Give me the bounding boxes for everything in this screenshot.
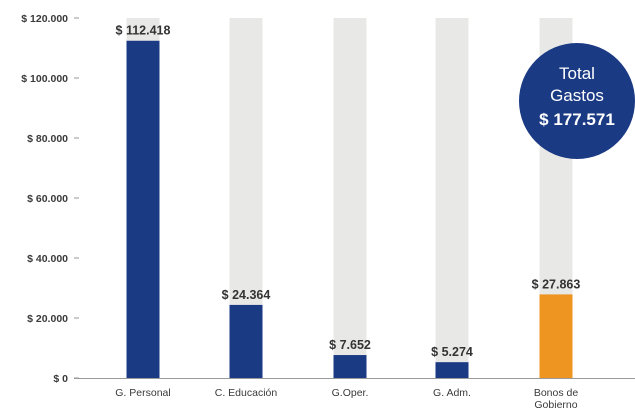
bar	[229, 304, 263, 378]
data-labels: $ 112.418 $ 24.364 $ 7.652 $ 5.274 $ 27.863	[116, 24, 581, 359]
bars	[126, 40, 573, 378]
y-tick-label: $ 80.000	[27, 133, 68, 145]
bar	[333, 355, 367, 378]
x-category-label: G. Personal	[115, 387, 170, 399]
bar	[126, 40, 160, 378]
bar-value-label: $ 24.364	[222, 288, 271, 302]
x-axis: G. Personal C. Educación G.Oper. G. Adm. Bon…	[74, 378, 635, 411]
y-axis: $ 0 $ 20.000 $ 40.000 $ 60.000 $ 80.000 $ 100…	[21, 13, 79, 385]
y-tick-label: $ 120.000	[21, 13, 68, 25]
total-badge-value: $ 177.571	[539, 110, 615, 129]
x-category-label: G.Oper.	[332, 387, 369, 399]
bar	[435, 362, 469, 378]
background-columns	[126, 18, 573, 378]
bar-value-label: $ 5.274	[431, 345, 473, 359]
background-column	[435, 18, 469, 378]
y-tick-label: $ 0	[53, 373, 68, 385]
y-tick-label: $ 20.000	[27, 313, 68, 325]
bar	[539, 294, 573, 378]
bar-value-label: $ 112.418	[116, 24, 171, 38]
y-tick-label: $ 40.000	[27, 253, 68, 265]
total-badge-line1: Total	[559, 64, 595, 83]
y-tick-label: $ 60.000	[27, 193, 68, 205]
total-badge-line2: Gastos	[550, 86, 604, 105]
x-category-label: Bonos de Gobierno	[534, 387, 579, 411]
background-column	[333, 18, 367, 378]
x-category-label: G. Adm.	[433, 387, 471, 399]
bar-value-label: $ 27.863	[532, 277, 581, 291]
total-gastos-badge: Total Gastos $ 177.571	[519, 43, 635, 159]
y-tick-label: $ 100.000	[21, 73, 68, 85]
x-category-label: C. Educación	[215, 387, 278, 399]
total-badge-circle	[519, 43, 635, 159]
bar-value-label: $ 7.652	[329, 338, 371, 352]
